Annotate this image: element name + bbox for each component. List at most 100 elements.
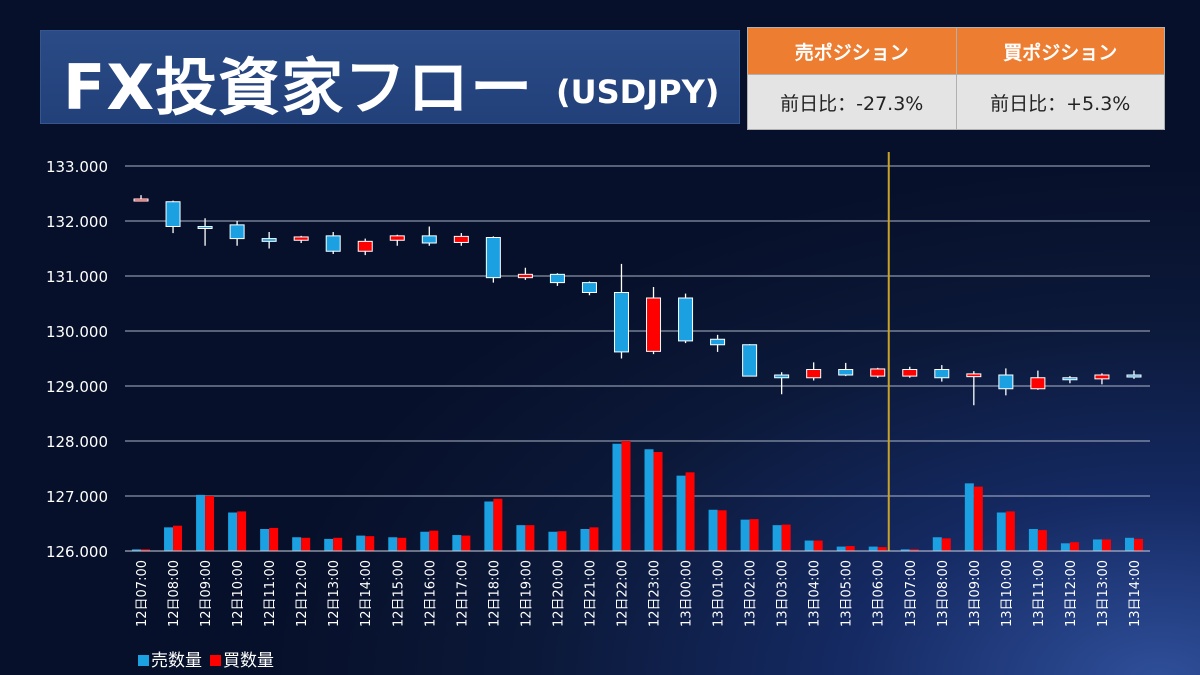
candle-body xyxy=(1126,374,1142,378)
legend-swatch-buy xyxy=(210,655,221,666)
buy-volume-bar xyxy=(749,519,759,551)
buy-volume-bar xyxy=(941,538,951,551)
sell-volume-bar xyxy=(836,546,846,551)
y-tick-label: 129.000 xyxy=(46,378,108,396)
x-tick-label: 12日19:00 xyxy=(519,560,534,627)
candle-body xyxy=(1030,377,1046,390)
buy-volume-bar xyxy=(909,549,919,551)
buy-volume-bar xyxy=(717,510,727,551)
candle-body xyxy=(485,237,501,279)
x-tick-label: 12日16:00 xyxy=(423,560,438,627)
legend-item-buy: 買数量 xyxy=(210,646,274,671)
buy-volume-bar xyxy=(237,511,247,551)
buy-volume-bar xyxy=(1133,538,1143,551)
x-tick-label: 12日17:00 xyxy=(455,560,470,627)
chart-subtitle: (USDJPY) xyxy=(556,73,720,111)
x-tick-label: 13日12:00 xyxy=(1064,560,1079,627)
x-tick-label: 13日10:00 xyxy=(1000,560,1015,627)
buy-volume-bar xyxy=(141,549,151,551)
candle-body xyxy=(421,235,437,244)
legend-label-sell: 売数量 xyxy=(151,651,202,671)
x-tick-label: 12日08:00 xyxy=(167,560,182,627)
y-tick-label: 128.000 xyxy=(46,433,108,451)
sell-volume-bar xyxy=(740,519,750,551)
x-tick-label: 12日13:00 xyxy=(327,560,342,627)
sell-volume-bar xyxy=(452,535,462,551)
sell-volume-bar xyxy=(996,512,1006,551)
sell-volume-bar xyxy=(356,535,366,551)
legend-label-buy: 買数量 xyxy=(223,651,274,671)
sell-volume-bar xyxy=(1060,543,1070,551)
x-tick-label: 12日18:00 xyxy=(487,560,502,627)
sell-volume-bar xyxy=(1028,529,1038,551)
chart-title: FX投資家フロー xyxy=(63,51,534,124)
candle-body xyxy=(998,374,1014,390)
x-tick-label: 12日23:00 xyxy=(648,560,663,627)
candle-body xyxy=(774,374,790,379)
buy-volume-bar xyxy=(397,537,407,551)
sell-volume-bar xyxy=(292,537,302,551)
candle-body xyxy=(838,369,854,376)
candle-body xyxy=(453,235,469,243)
sell-volume-bar xyxy=(516,525,526,551)
candle-body xyxy=(646,297,662,352)
sell-volume-bar xyxy=(1124,537,1134,551)
candle-body xyxy=(1094,374,1110,380)
x-tick-label: 13日00:00 xyxy=(680,560,695,627)
buy-volume-bar xyxy=(301,537,311,551)
candle-body xyxy=(742,344,758,377)
candle-body xyxy=(806,369,822,379)
x-tick-label: 12日21:00 xyxy=(583,560,598,627)
y-tick-label: 132.000 xyxy=(46,213,108,231)
sell-volume-bar xyxy=(644,449,654,551)
candle-body xyxy=(229,224,245,240)
buy-volume-bar xyxy=(589,527,599,551)
candle-body xyxy=(870,368,886,377)
buy-volume-bar xyxy=(845,546,855,551)
sell-volume-bar xyxy=(804,540,814,551)
candle-body xyxy=(549,273,565,284)
candle-body xyxy=(934,369,950,379)
buy-volume-bar xyxy=(525,525,535,551)
y-tick-label: 131.000 xyxy=(46,268,108,286)
x-tick-label: 13日05:00 xyxy=(840,560,855,627)
buy-volume-bar xyxy=(429,530,439,551)
candle-body xyxy=(966,373,982,378)
buy-volume-bar xyxy=(365,536,375,551)
x-tick-label: 12日07:00 xyxy=(135,560,150,627)
candle-body xyxy=(165,201,181,227)
buy-volume-bar xyxy=(461,535,471,551)
y-tick-label: 126.000 xyxy=(46,543,108,561)
buy-volume-bar xyxy=(781,524,791,551)
sell-volume-bar xyxy=(932,537,942,551)
x-tick-label: 12日15:00 xyxy=(391,560,406,627)
buy-position-change: 前日比：+5.3% xyxy=(955,74,1165,130)
sell-volume-bar xyxy=(1092,539,1102,551)
candle-body xyxy=(197,226,213,229)
x-tick-label: 13日11:00 xyxy=(1032,560,1047,627)
sell-volume-bar xyxy=(708,509,718,551)
candle-body xyxy=(389,235,405,241)
sell-volume-bar xyxy=(868,546,878,551)
x-tick-label: 12日10:00 xyxy=(231,560,246,627)
buy-volume-bar xyxy=(493,498,503,551)
candle-body xyxy=(710,338,726,346)
x-tick-label: 12日11:00 xyxy=(263,560,278,627)
x-tick-label: 12日12:00 xyxy=(295,560,310,627)
legend-item-sell: 売数量 xyxy=(138,646,202,671)
y-tick-label: 133.000 xyxy=(46,158,108,176)
x-tick-label: 13日13:00 xyxy=(1096,560,1111,627)
buy-volume-bar xyxy=(173,525,183,551)
sell-volume-bar xyxy=(164,527,174,551)
x-tick-label: 13日09:00 xyxy=(968,560,983,627)
buy-volume-bar xyxy=(1101,539,1111,551)
buy-volume-bar xyxy=(653,452,663,551)
candle-body xyxy=(357,240,373,252)
position-table: 売ポジション 買ポジション 前日比：-27.3% 前日比：+5.3% xyxy=(747,27,1165,130)
candle-body xyxy=(1062,377,1078,381)
title-banner: FX投資家フロー (USDJPY) xyxy=(40,30,740,124)
sell-volume-bar xyxy=(420,531,430,551)
sell-volume-bar xyxy=(964,483,974,551)
x-tick-label: 13日07:00 xyxy=(904,560,919,627)
